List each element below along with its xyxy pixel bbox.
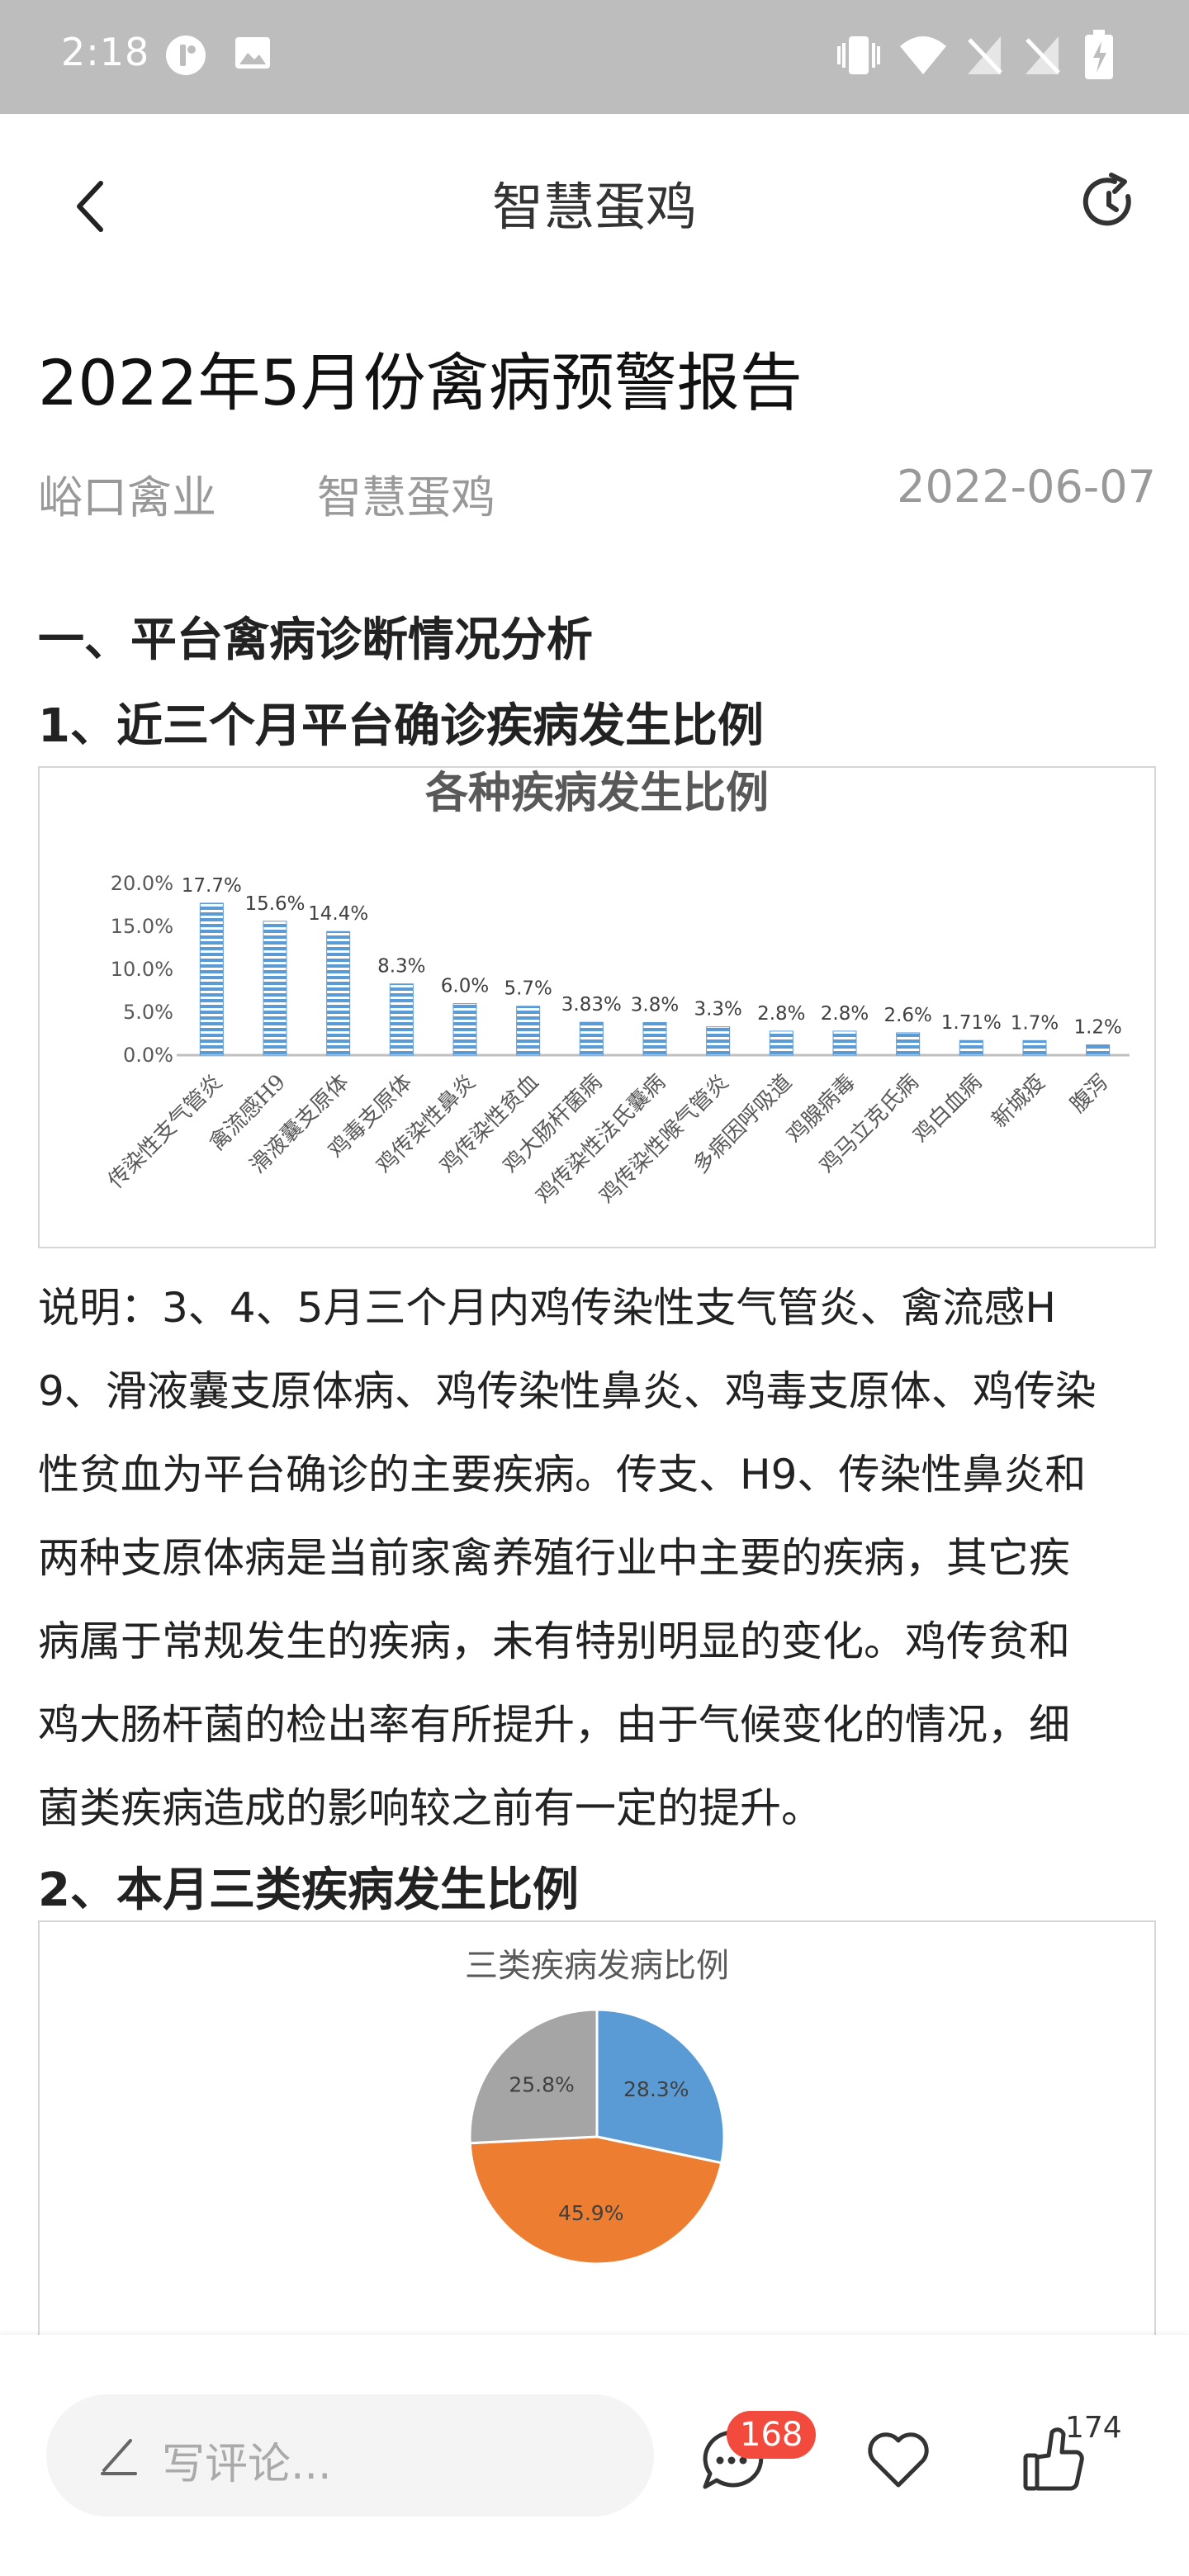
status-time: 2:18	[61, 30, 150, 74]
pie-slice	[468, 2008, 599, 2145]
comment-count-badge: 168	[727, 2411, 817, 2459]
paragraph-line: 菌类疾病造成的影响较之前有一定的提升。	[38, 1784, 822, 1832]
back-arrow-icon	[77, 181, 103, 232]
y-tick-label: 10.0%	[111, 958, 173, 981]
wifi-icon	[898, 33, 948, 81]
subsection-heading-1: 1、近三个月平台确诊疾病发生比例	[38, 699, 764, 753]
bar-value-label: 14.4%	[308, 903, 368, 925]
gallery-notification-icon	[233, 33, 272, 76]
bar-chart-image: 各种疾病发生比例 0.0% 5.0% 10.0% 15.0% 20.0% 17.7% 传染性支…	[38, 766, 1156, 1248]
bar-value-label: 17.7%	[182, 875, 242, 897]
y-tick-label: 20.0%	[111, 872, 173, 895]
bar-chart: 各种疾病发生比例 0.0% 5.0% 10.0% 15.0% 20.0% 17.7% 传染性支…	[103, 768, 1130, 1209]
status-bar: 2:18	[0, 0, 1189, 114]
bar-value-label: 15.6%	[244, 893, 305, 915]
pie-slice	[595, 2008, 726, 2165]
article-channel[interactable]: 智慧蛋鸡	[317, 471, 495, 523]
like-count: 174	[1065, 2411, 1122, 2445]
pie-chart-title: 三类疾病发病比例	[465, 1947, 729, 1985]
paragraph-line: 鸡大肠杆菌的检出率有所提升，由于气候变化的情况，细	[38, 1701, 1070, 1749]
bar-chart-title: 各种疾病发生比例	[425, 768, 769, 818]
favorite-button[interactable]	[865, 2429, 931, 2493]
bar-value-label: 8.3%	[377, 956, 425, 978]
refresh-button[interactable]	[1078, 172, 1139, 233]
bar	[896, 1032, 921, 1056]
app-notification-icon	[163, 33, 208, 81]
bar	[642, 1021, 667, 1056]
explanation-paragraph: 说明：3、4、5月三个月内鸡传染性支气管炎、禽流感H 9、滑液囊支原体病、鸡传染…	[38, 1267, 1161, 1850]
y-tick-label: 5.0%	[123, 1001, 173, 1024]
bar	[326, 930, 351, 1056]
bar	[832, 1030, 857, 1056]
paragraph-line: 9、滑液囊支原体病、鸡传染性鼻炎、鸡毒支原体、鸡传染	[38, 1367, 1097, 1415]
article-source[interactable]: 峪口禽业	[38, 471, 216, 523]
bar	[516, 1006, 541, 1056]
paragraph-line: 性贫血为平台确诊的主要疾病。传支、H9、传染性鼻炎和	[38, 1451, 1087, 1499]
bar	[579, 1021, 604, 1056]
bar	[199, 902, 224, 1056]
pie-slice	[468, 2135, 723, 2266]
bar	[769, 1030, 793, 1056]
battery-charging-icon	[1083, 30, 1115, 84]
pie-slice-label: 25.8%	[509, 2072, 574, 2096]
x-tick-label: 腹泻	[1066, 1070, 1114, 1118]
bar-value-label: 2.6%	[883, 1005, 931, 1026]
app-bar: 智慧蛋鸡	[0, 114, 1189, 254]
bar	[1086, 1044, 1111, 1056]
y-tick-label: 15.0%	[111, 915, 173, 938]
bar-value-label: 3.83%	[561, 994, 622, 1016]
bar-value-label: 1.7%	[1011, 1012, 1059, 1034]
subsection-heading-2: 2、本月三类疾病发生比例	[38, 1863, 579, 1917]
vibrate-icon	[836, 33, 882, 81]
bar	[1022, 1039, 1047, 1056]
pie-slice-label: 28.3%	[623, 2077, 689, 2101]
bar-value-label: 6.0%	[441, 976, 489, 997]
heart-icon	[868, 2432, 929, 2488]
paragraph-line: 两种支原体病是当前家禽养殖行业中主要的疾病，其它疾	[38, 1534, 1070, 1582]
y-tick-label: 0.0%	[123, 1044, 173, 1067]
bar	[452, 1003, 477, 1056]
x-tick-label: 鸡白血病	[909, 1070, 988, 1148]
refresh-icon	[1082, 173, 1131, 226]
paragraph-line: 说明：3、4、5月三个月内鸡传染性支气管炎、禽流感H	[38, 1284, 1057, 1332]
section-heading: 一、平台禽病诊断情况分析	[38, 613, 593, 667]
thumbs-up-icon	[1023, 2427, 1084, 2491]
pencil-icon	[97, 2434, 140, 2480]
bar-value-label: 1.2%	[1073, 1017, 1121, 1039]
pie-chart-image: 三类疾病发病比例 28.3% 45.9% 25.8%	[38, 1920, 1156, 2350]
comment-placeholder: 写评论...	[162, 2440, 332, 2489]
bar	[263, 921, 287, 1056]
bottom-action-bar: 写评论... 168 174	[0, 2335, 1189, 2576]
like-button[interactable]	[1021, 2424, 1087, 2497]
app-bar-title: 智慧蛋鸡	[491, 177, 697, 237]
article-date: 2022-06-07	[897, 461, 1156, 513]
bar-value-label: 1.71%	[941, 1012, 1002, 1034]
article-title: 2022年5月份禽病预警报告	[38, 346, 803, 419]
pie-chart: 三类疾病发病比例 28.3% 45.9% 25.8%	[465, 1947, 729, 2266]
bar-value-label: 2.8%	[757, 1003, 805, 1025]
pie-slice-label: 45.9%	[558, 2201, 623, 2225]
bar	[959, 1039, 983, 1056]
comment-input[interactable]: 写评论...	[46, 2394, 654, 2517]
bar-value-label: 3.3%	[694, 999, 741, 1020]
back-button[interactable]	[66, 173, 116, 239]
bar-value-label: 3.8%	[631, 994, 679, 1016]
x-tick-label: 传染性支气管炎	[103, 1070, 227, 1194]
bar-value-label: 2.8%	[821, 1003, 869, 1025]
signal-off-icon-2	[1022, 33, 1062, 81]
signal-off-icon-1	[964, 33, 1004, 81]
paragraph-line: 病属于常规发生的疾病，未有特别明显的变化。鸡传贫和	[38, 1617, 1070, 1665]
bar	[389, 983, 414, 1056]
bar-value-label: 5.7%	[504, 978, 552, 1000]
bar	[706, 1026, 731, 1056]
x-tick-label: 新城疫	[988, 1070, 1050, 1133]
